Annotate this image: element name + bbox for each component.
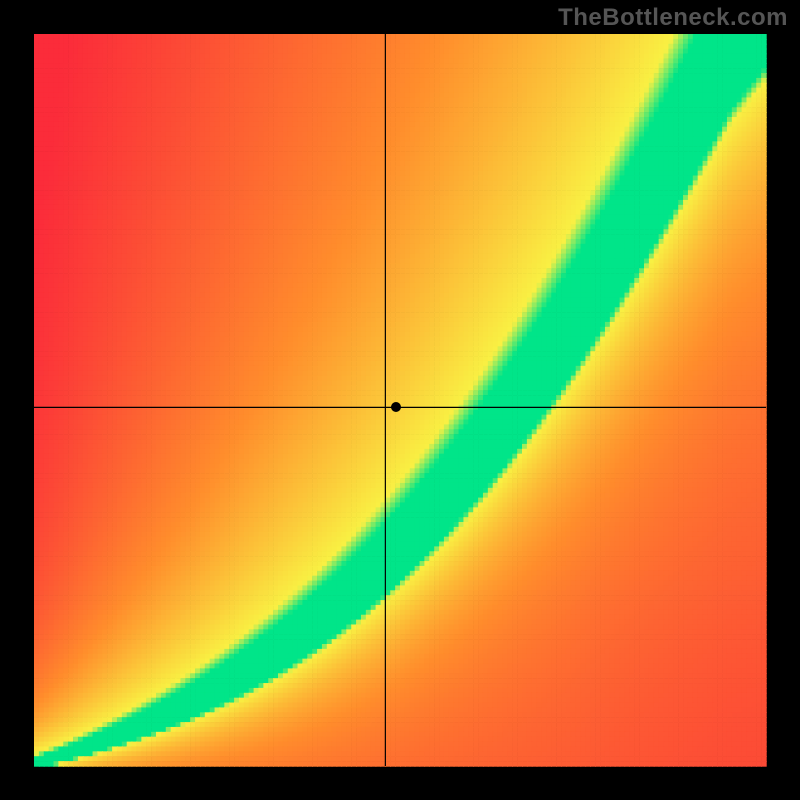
watermark-text: TheBottleneck.com — [558, 4, 788, 32]
bottleneck-heatmap — [0, 0, 800, 800]
selection-marker — [391, 402, 401, 412]
